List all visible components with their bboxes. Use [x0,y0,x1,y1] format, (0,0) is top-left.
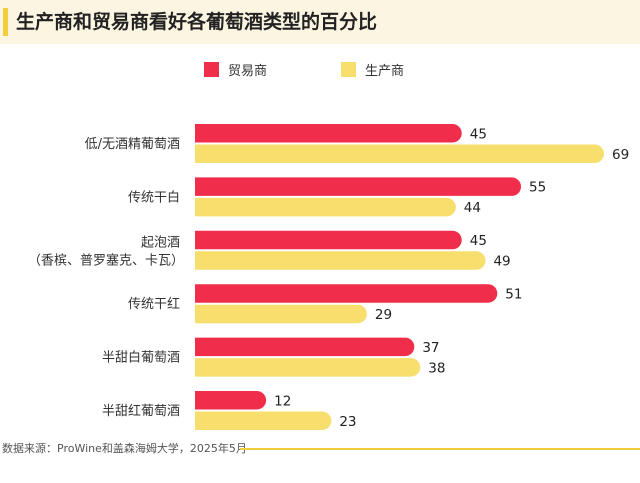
data-label: 12 [274,393,291,409]
category-label: 传统干红 [128,296,180,312]
category-label: 低/无酒精葡萄酒 [85,137,180,152]
data-label: 23 [339,414,356,430]
bar-producers [195,251,486,270]
category-label-line: 起泡酒 [141,235,180,250]
chart-title: 生产商和贸易商看好各葡萄酒类型的百分比 [16,11,378,33]
data-label: 44 [464,200,481,216]
category-label: 半甜红葡萄酒 [102,403,180,419]
data-label: 37 [422,340,439,356]
data-label: 49 [493,254,510,270]
source-note: 数据来源：ProWine和盖森海姆大学，2025年5月 [2,442,247,455]
bar-chart: 低/无酒精葡萄酒 45 69 传统干白 55 44 起泡酒 （香槟、普罗塞克、卡瓦） 45 49 传… [28,124,629,430]
bar-producers [195,144,605,163]
legend-swatch-producers [341,61,356,77]
bar-producers [195,358,421,377]
legend-label-producers: 生产商 [365,63,405,79]
data-label: 45 [470,126,487,142]
category-label-line: （香槟、普罗塞克、卡瓦） [28,252,184,268]
legend-swatch-traders [204,61,219,77]
bar-traders [195,177,522,196]
bar-traders [195,230,462,250]
legend: 贸易商 生产商 [0,58,640,80]
bar-traders [195,284,498,303]
bar-traders [195,337,415,357]
bar-producers [195,411,332,430]
bar-producers [195,304,367,324]
data-label: 29 [375,307,392,323]
data-label: 45 [470,233,487,249]
title-accent-bar [3,8,8,36]
title-banner: 生产商和贸易商看好各葡萄酒类型的百分比 [0,0,640,44]
legend-label-traders: 贸易商 [228,63,268,79]
data-label: 51 [505,286,522,302]
category-label: 起泡酒 （香槟、普罗塞克、卡瓦） [28,235,184,268]
category-label: 传统干白 [128,189,180,205]
bar-producers [195,197,456,217]
legend-item-producers: 生产商 [341,58,404,80]
source-underline [240,448,640,450]
data-label: 55 [529,180,546,196]
bar-traders [195,124,462,143]
legend-item-traders: 贸易商 [204,58,267,80]
category-label: 半甜白葡萄酒 [102,350,180,366]
data-label: 69 [612,147,629,163]
bar-traders [195,391,267,410]
data-label: 38 [428,360,445,376]
